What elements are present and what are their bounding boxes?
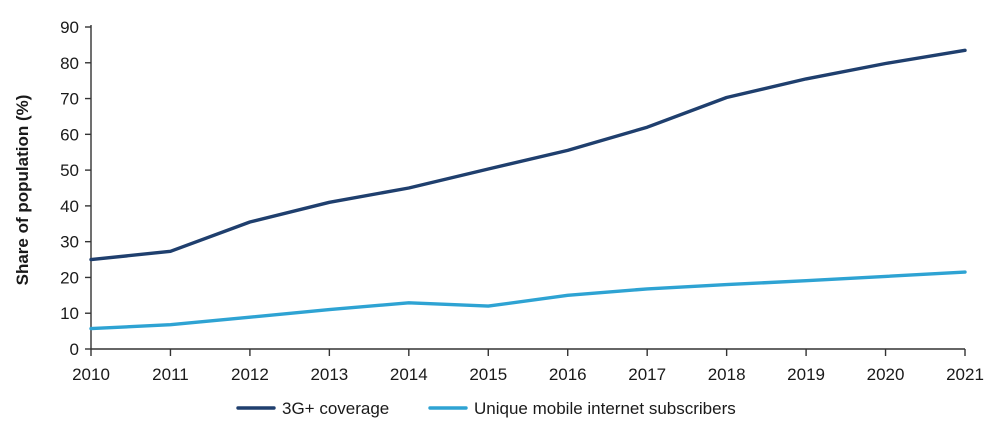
x-tick-label: 2011 <box>152 365 189 384</box>
x-tick-label: 2017 <box>628 365 666 384</box>
x-tick-label: 2021 <box>946 365 984 384</box>
x-tick-label: 2012 <box>231 365 269 384</box>
y-tick-label: 50 <box>60 161 79 180</box>
legend-label: Unique mobile internet subscribers <box>474 399 736 418</box>
y-axis-title: Share of population (%) <box>13 95 32 286</box>
y-tick-label: 90 <box>60 18 79 37</box>
y-tick-label: 40 <box>60 197 79 216</box>
y-tick-label: 80 <box>60 54 79 73</box>
x-tick-label: 2018 <box>708 365 746 384</box>
axes: 0 10 20 30 40 50 60 70 80 90 2010 2011 2012 2013 2014 2… <box>60 18 984 384</box>
y-tick-label: 60 <box>60 125 79 144</box>
x-tick-label: 2020 <box>867 365 905 384</box>
x-tick-label: 2015 <box>469 365 507 384</box>
x-tick-label: 2013 <box>310 365 348 384</box>
x-tick-label: 2010 <box>72 365 110 384</box>
y-tick-label: 30 <box>60 233 79 252</box>
series-line-coverage <box>89 48 967 262</box>
legend: 3G+ coverage Unique mobile internet subsc… <box>236 399 736 418</box>
y-tick-label: 0 <box>70 340 79 359</box>
x-tick-label: 2016 <box>549 365 587 384</box>
y-tick-label: 70 <box>60 90 79 109</box>
series-line-subscribers <box>89 270 967 331</box>
y-tick-label: 10 <box>60 304 79 323</box>
series-lines <box>89 48 967 331</box>
x-tick-label: 2014 <box>390 365 428 384</box>
x-tick-label: 2019 <box>787 365 825 384</box>
legend-label: 3G+ coverage <box>282 399 389 418</box>
y-tick-label: 20 <box>60 268 79 287</box>
